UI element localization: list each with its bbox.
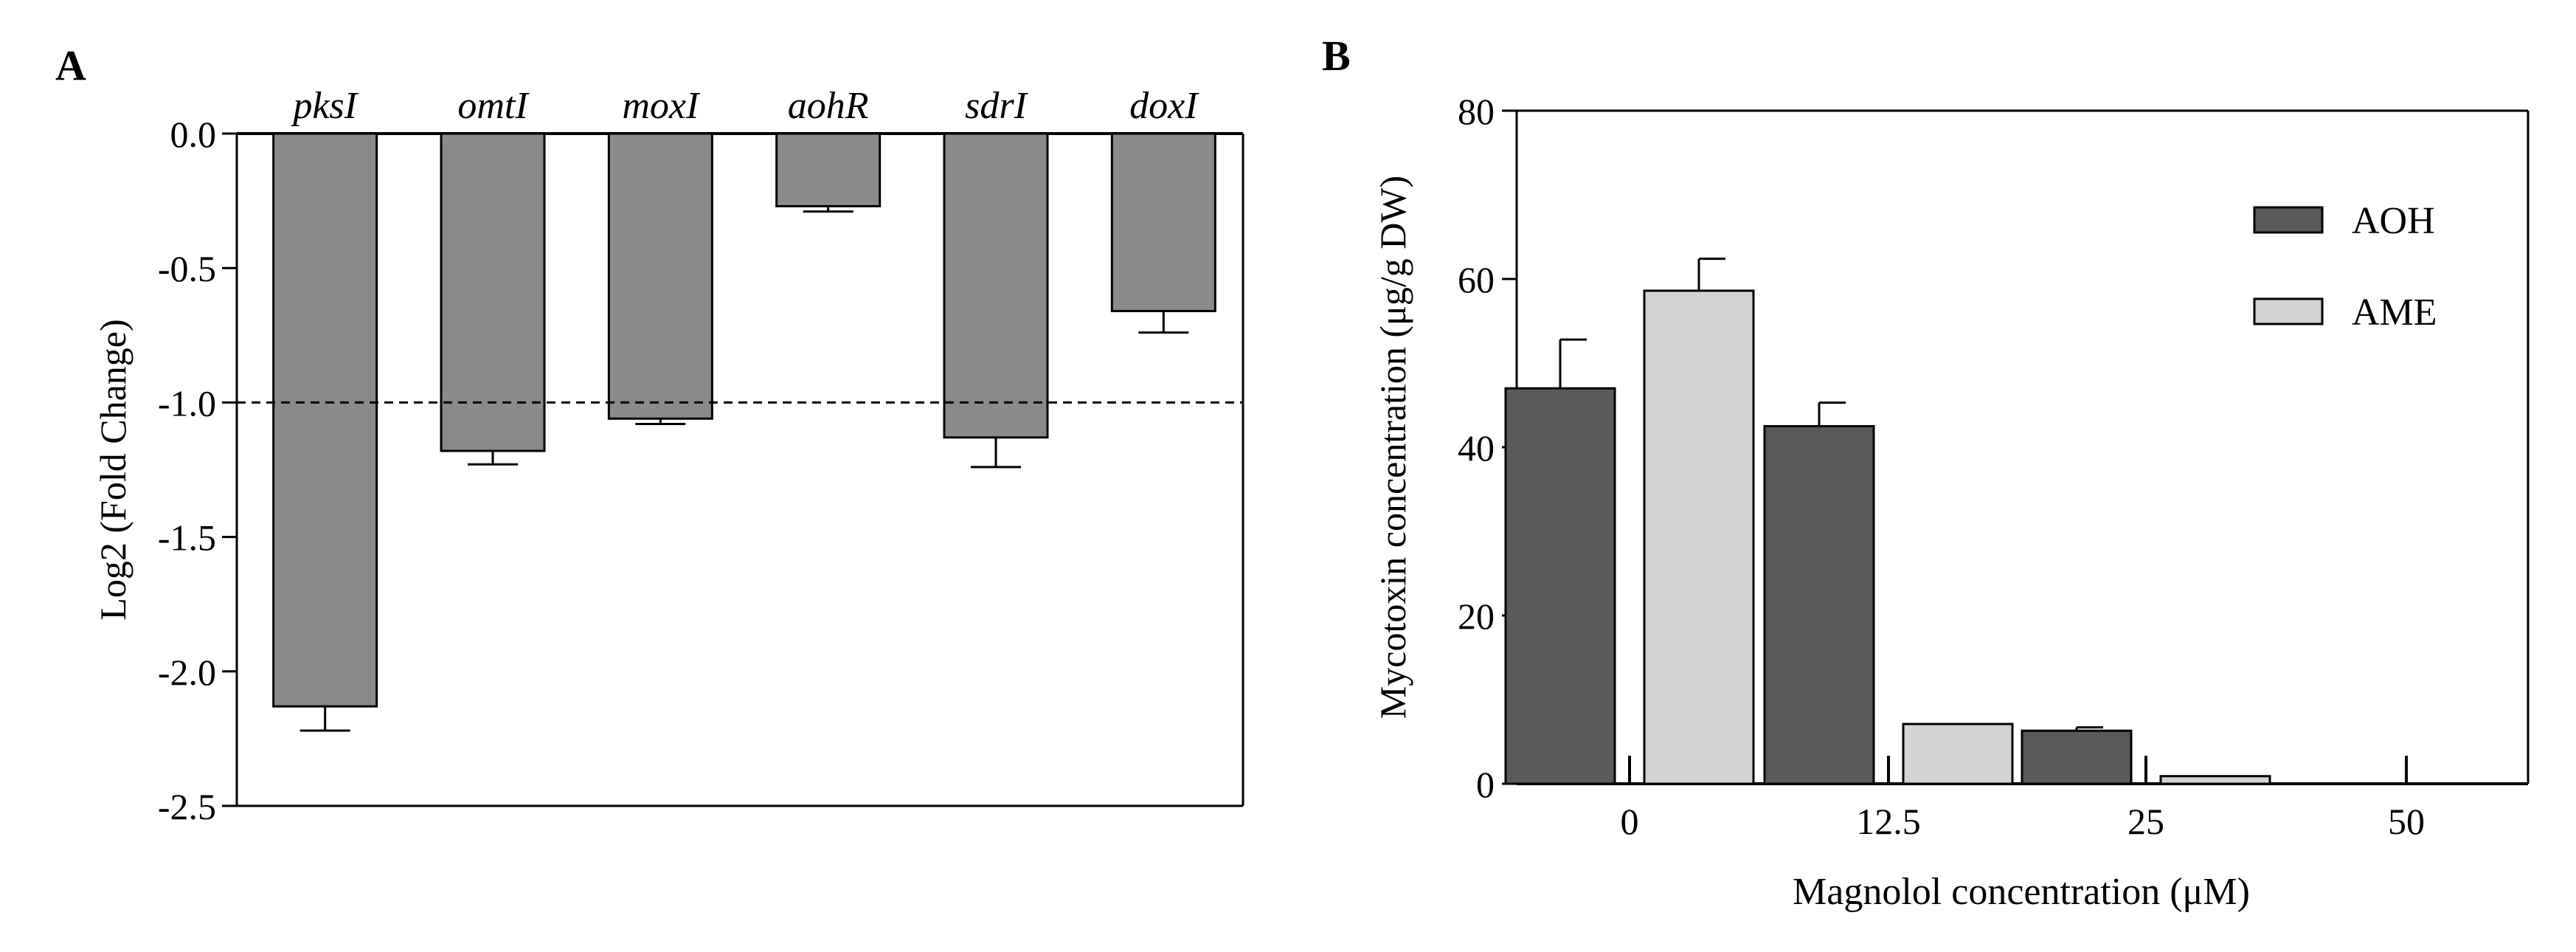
bar-pksI <box>272 132 378 708</box>
y-tick-label: -0.5 <box>158 248 216 289</box>
category-label: omtI <box>457 85 530 127</box>
legend-swatch-ame <box>2253 297 2324 325</box>
y-tick-label: 60 <box>1458 259 1495 300</box>
y-tick-label: 80 <box>1458 91 1495 132</box>
y-axis-label: Log2 (Fold Change) <box>92 319 134 620</box>
y-tick-label: 0 <box>1476 764 1495 805</box>
y-tick-label: 40 <box>1458 427 1495 469</box>
legend-swatch-aoh <box>2253 206 2324 234</box>
x-tick-label: 12.5 <box>1856 801 1921 842</box>
y-tick-label: -1.5 <box>158 517 216 559</box>
y-tick-label: 20 <box>1458 596 1495 637</box>
x-tick-label: 25 <box>2127 801 2164 842</box>
legend-label-ame: AME <box>2352 292 2437 334</box>
bar-aoh-0 <box>1504 387 1616 785</box>
y-tick-label: -2.0 <box>158 652 216 693</box>
category-label: moxI <box>622 85 701 127</box>
x-axis-label: Magnolol concentration (μM) <box>1793 871 2250 913</box>
y-tick-label: -2.5 <box>158 786 216 827</box>
legend-label-aoh: AOH <box>2352 200 2435 242</box>
panel-b-chart: B 0 20 40 60 80 Mycotoxin concentration (μg/g … <box>1322 32 2530 913</box>
bar-omtI <box>440 132 546 452</box>
bar-doxI <box>1110 132 1216 313</box>
y-tick-label: -1.0 <box>158 382 216 424</box>
bar-aoh-25 <box>2021 729 2133 785</box>
panel-label-b: B <box>1322 32 1351 80</box>
y-tick-label: 0.0 <box>170 114 217 155</box>
x-tick-label: 50 <box>2388 801 2425 842</box>
y-axis-label: Mycotoxin concentration (μg/g DW) <box>1372 176 1413 719</box>
x-tick-label: 0 <box>1621 801 1639 842</box>
category-label: pksI <box>290 85 359 127</box>
bar-ame-12.5 <box>1902 722 2014 785</box>
bar-ame-0 <box>1643 289 1755 785</box>
bar-sdrI <box>943 132 1049 439</box>
panel-label-a: A <box>55 41 86 89</box>
bar-ame-25 <box>2159 775 2271 785</box>
category-label: aohR <box>788 85 869 127</box>
bar-moxI <box>607 132 713 420</box>
category-label: doxI <box>1129 85 1199 127</box>
category-label: sdrI <box>965 85 1028 127</box>
bar-aohR <box>775 132 882 207</box>
panel-a-chart: A 0.0 -0.5 -1.0 -1.5 -2.0 -2.5 Log2 (Fold Chang… <box>55 41 1244 827</box>
bar-aoh-12.5 <box>1763 425 1875 785</box>
